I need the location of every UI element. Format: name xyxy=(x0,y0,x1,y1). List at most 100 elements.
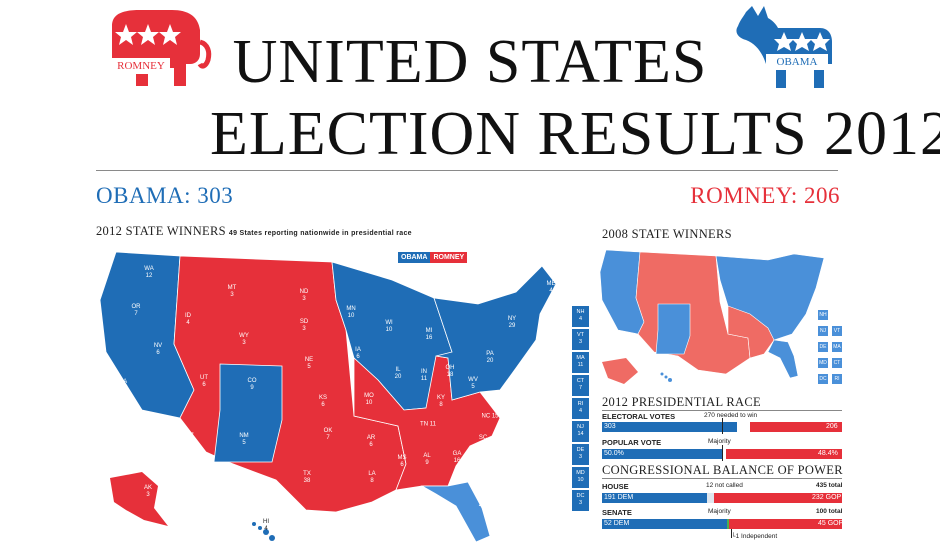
state-label: WY 3 xyxy=(239,333,249,346)
independent-pointer xyxy=(731,529,732,538)
state-label: IA 6 xyxy=(355,347,361,360)
small-state-box: NJ 14 xyxy=(572,421,589,442)
democrat-donkey-logo xyxy=(736,6,832,88)
state-south xyxy=(353,355,501,491)
republican-elephant-logo xyxy=(112,10,212,86)
state-label: IL 20 xyxy=(394,367,402,380)
small-state-box-2008: NJ xyxy=(818,326,828,336)
state-alaska xyxy=(110,472,168,526)
state-label: MN 10 xyxy=(346,306,356,319)
small-state-box-2008: NH xyxy=(818,310,828,320)
ev-label: ELECTORAL VOTES xyxy=(602,412,676,421)
senate-bar-dem xyxy=(602,519,727,529)
small-state-box: RI 4 xyxy=(572,398,589,419)
ev-romney-value: 206 xyxy=(826,423,838,430)
small-state-box: DC 3 xyxy=(572,490,589,511)
ev-bar-romney xyxy=(750,422,842,432)
map-2012-title-text: 2012 STATE WINNERS xyxy=(96,224,226,238)
state-label: NE 5 xyxy=(304,357,314,370)
senate-independent-text: 1 Independent xyxy=(735,533,778,540)
small-state-box-2008: MA xyxy=(832,342,842,352)
ev-threshold-marker xyxy=(722,418,723,434)
state-label: SC 9 xyxy=(478,435,488,448)
map-2012-title: 2012 STATE WINNERS 49 States reporting na… xyxy=(96,224,412,239)
map-legend: OBAMA ROMNEY xyxy=(398,246,468,264)
pv-romney-value: 48.4% xyxy=(818,450,838,457)
state-label: NY 29 xyxy=(507,316,517,329)
house-note: 12 not called xyxy=(706,482,743,489)
state-label: OK 7 xyxy=(323,428,333,441)
state-label: AZ 11 xyxy=(186,433,194,446)
pv-bar-obama xyxy=(602,449,722,459)
map-2012-subtitle: 49 States reporting nationwide in presid… xyxy=(228,230,412,237)
senate-independent-note: └1 Independent xyxy=(731,533,778,540)
pv-bar-romney xyxy=(725,449,842,459)
ev-bar-obama xyxy=(602,422,738,432)
map-2008 xyxy=(599,249,825,384)
small-state-box: MD 10 xyxy=(572,467,589,488)
small-state-box-2008: RI xyxy=(832,374,842,384)
small-state-box-2008: CT xyxy=(832,358,842,368)
state-label: ND 3 xyxy=(299,289,309,302)
house-label: HOUSE xyxy=(602,482,629,491)
page-title-line2: ELECTION RESULTS 2012 xyxy=(210,100,940,168)
map-2012 xyxy=(99,251,557,543)
legend-romney: ROMNEY xyxy=(430,252,468,263)
state-label: NM 5 xyxy=(239,433,249,446)
state-label: AL 9 xyxy=(423,453,431,466)
senate-dem-value: 52 DEM xyxy=(604,520,630,527)
state-label: HI 4 xyxy=(263,519,269,532)
state-label: KY 8 xyxy=(436,395,446,408)
state-label: MS 6 xyxy=(397,455,407,468)
state-co-nm xyxy=(213,363,283,463)
state-label: CA 55 xyxy=(118,379,128,392)
divider xyxy=(96,170,838,171)
senate-bar-ind xyxy=(726,519,730,529)
romney-score: ROMNEY: 206 xyxy=(690,183,840,208)
state-hawaii xyxy=(252,522,275,541)
small-state-box-2008: MD xyxy=(818,358,828,368)
state-label: NV 6 xyxy=(153,343,163,356)
state-label: OH 18 xyxy=(445,365,455,378)
state-label: MT 3 xyxy=(227,285,237,298)
divider xyxy=(602,478,842,479)
state-label: PA 20 xyxy=(486,351,494,364)
senate-total: 100 total xyxy=(816,508,843,515)
small-state-box: MA 11 xyxy=(572,352,589,373)
senate-bar-gop xyxy=(729,519,842,529)
small-state-box: NH 4 xyxy=(572,306,589,327)
state-florida xyxy=(420,481,491,543)
state-label: AK 3 xyxy=(143,485,153,498)
pv-majority-marker xyxy=(722,445,723,461)
state-label: ME 4 xyxy=(546,281,556,294)
state-label: IN 11 xyxy=(420,369,428,382)
senate-label: SENATE xyxy=(602,508,632,517)
state-label: KS 6 xyxy=(318,395,328,408)
state-label: FL 29 xyxy=(478,495,486,508)
small-state-box: DE 3 xyxy=(572,444,589,465)
small-state-box-2008: VT xyxy=(832,326,842,336)
pv-obama-value: 50.0% xyxy=(604,450,624,457)
pv-note: Majority xyxy=(708,438,731,445)
small-state-box-2008: DE xyxy=(818,342,828,352)
state-label: UT 6 xyxy=(200,375,208,388)
congress-title: CONGRESSIONAL BALANCE OF POWER xyxy=(602,463,843,477)
house-bar-gop xyxy=(714,493,842,503)
state-label: LA 8 xyxy=(368,471,376,484)
obama-logo-text: OBAMA xyxy=(776,56,818,68)
obama-score: OBAMA: 303 xyxy=(96,183,234,208)
state-label: MO 10 xyxy=(364,393,374,406)
state-label: GA 16 xyxy=(452,451,462,464)
ev-obama-value: 303 xyxy=(604,423,616,430)
state-label: ID 4 xyxy=(185,313,191,326)
state-label: SD 3 xyxy=(299,319,309,332)
house-bar-notcalled xyxy=(707,493,714,503)
state-label: WA 12 xyxy=(144,266,154,279)
house-bar-dem xyxy=(602,493,708,503)
senate-note: Majority xyxy=(708,508,731,515)
state-label: TX 38 xyxy=(303,471,311,484)
pv-label: POPULAR VOTE xyxy=(602,438,662,447)
romney-logo-text: ROMNEY xyxy=(117,60,165,72)
house-gop-value: 232 GOP xyxy=(812,494,842,501)
small-state-box: VT 3 xyxy=(572,329,589,350)
